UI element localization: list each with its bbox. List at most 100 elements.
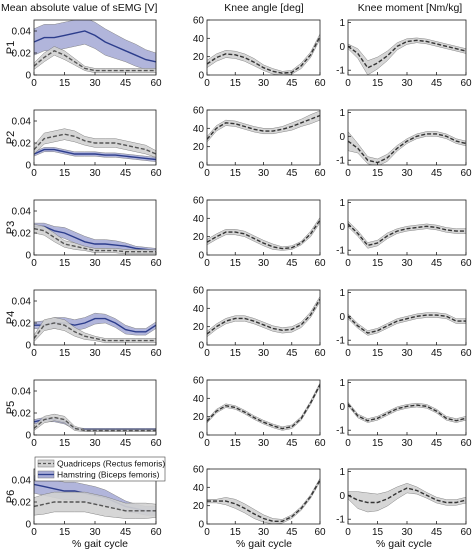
series-sd-band	[207, 216, 320, 251]
x-tick-label: 0	[204, 78, 210, 89]
x-tick-label: 60	[460, 527, 472, 538]
x-tick-label: 15	[59, 168, 71, 179]
y-tick-label: 60	[193, 465, 205, 476]
y-tick-label: 60	[193, 106, 205, 117]
y-tick-label: -1	[336, 515, 345, 526]
panel-semg-p1: 0 15 30 45 60 0 0.02 0.04 P1	[5, 19, 162, 89]
column-title-knee-angle: Knee angle [deg]	[224, 2, 303, 14]
x-tick-label: 30	[258, 348, 270, 359]
quadriceps-mean-line	[34, 501, 156, 512]
y-tick-label: 20	[193, 232, 205, 243]
y-tick-label: 0	[339, 402, 345, 413]
y-tick-label: 1	[339, 18, 345, 29]
x-tick-label: 15	[230, 438, 242, 449]
series-mean-line	[207, 298, 320, 335]
y-tick-label: 0	[339, 222, 345, 233]
x-tick-label: 45	[120, 78, 132, 89]
hamstring-mean-line	[34, 30, 156, 63]
xlabel-semg: % gait cycle	[72, 538, 128, 550]
x-tick-label: 0	[345, 527, 351, 538]
y-tick-label: 40	[193, 214, 205, 225]
x-tick-label: 15	[230, 168, 242, 179]
x-tick-label: 60	[460, 348, 472, 359]
quadriceps-mean-line	[34, 416, 156, 432]
y-tick-label: -1	[336, 156, 345, 167]
hamstring-mean-line	[34, 148, 156, 161]
x-tick-label: 60	[150, 527, 162, 538]
panel-knee-moment-p5: 0 15 30 45 60-101	[336, 378, 472, 449]
y-tick-label: 0	[198, 71, 204, 82]
x-tick-label: 60	[314, 348, 326, 359]
panel-plot-area	[34, 413, 156, 432]
y-tick-label: 0	[25, 341, 31, 352]
y-tick-label: 0.02	[12, 49, 32, 60]
panel-semg-p6: 0 15 30 45 60 0 0.02 0.04 P6 Quadriceps (Rectus f…	[5, 456, 166, 538]
x-tick-label: 60	[460, 168, 472, 179]
series-sd-band	[207, 382, 320, 431]
x-tick-label: 30	[89, 168, 101, 179]
quadriceps-sd-band	[34, 491, 156, 519]
x-tick-label: 15	[372, 78, 384, 89]
hamstring-sd-band	[34, 20, 156, 71]
column-title-knee-moment: Knee moment [Nm/kg]	[358, 2, 463, 14]
legend: Quadriceps (Rectus femoris)Hamstring (Bi…	[34, 456, 166, 482]
axes-frame	[206, 199, 321, 256]
x-tick-label: 30	[258, 258, 270, 269]
legend-box	[34, 456, 166, 482]
x-tick-label: 15	[230, 258, 242, 269]
x-tick-label: 15	[230, 78, 242, 89]
x-tick-label: 0	[31, 168, 37, 179]
panel-plot-area	[348, 312, 466, 336]
series-mean-line	[207, 384, 320, 430]
quadriceps-sd-band	[34, 413, 156, 432]
x-tick-label: 30	[89, 438, 101, 449]
x-tick-label: 45	[120, 348, 132, 359]
x-tick-label: 0	[345, 168, 351, 179]
x-tick-label: 45	[286, 438, 298, 449]
series-sd-band	[207, 295, 320, 338]
series-sd-band	[207, 110, 320, 143]
panel-knee-angle-p1: 0 15 30 45 60 0 20 40 60	[193, 16, 326, 90]
series-mean-line	[348, 39, 466, 69]
x-tick-label: 30	[89, 527, 101, 538]
x-tick-label: 15	[372, 438, 384, 449]
x-tick-label: 0	[345, 78, 351, 89]
panel-semg-p5: 0 15 30 45 60 0 0.02 0.04 P5	[5, 379, 162, 449]
y-tick-label: 0	[198, 161, 204, 172]
panel-plot-area	[207, 477, 320, 524]
y-tick-label: 0.02	[12, 229, 32, 240]
participant-label: P2	[5, 131, 17, 144]
x-tick-label: 45	[286, 258, 298, 269]
panel-plot-area	[34, 312, 156, 344]
y-tick-label: 0	[198, 251, 204, 262]
y-tick-label: 0.04	[12, 297, 32, 308]
x-tick-label: 30	[89, 78, 101, 89]
y-tick-label: 0.04	[12, 207, 32, 218]
panel-knee-moment-p3: 0 15 30 45 60-101	[336, 198, 472, 269]
quadriceps-sd-band	[34, 46, 156, 74]
y-tick-label: 1	[339, 198, 345, 209]
series-mean-line	[348, 133, 466, 164]
x-tick-label: 60	[460, 78, 472, 89]
hamstring-sd-band	[34, 222, 156, 254]
y-tick-label: 1	[339, 288, 345, 299]
y-tick-label: 40	[193, 34, 205, 45]
panel-plot-area	[207, 382, 320, 431]
x-tick-label: 45	[286, 168, 298, 179]
x-tick-label: 45	[431, 438, 443, 449]
series-mean-line	[348, 487, 466, 504]
quadriceps-mean-line	[34, 133, 156, 155]
x-tick-label: 45	[286, 527, 298, 538]
panel-plot-area	[207, 216, 320, 251]
hamstring-mean-line	[34, 225, 156, 252]
axes-frame	[33, 379, 157, 436]
y-tick-label: 0	[198, 341, 204, 352]
x-tick-label: 0	[31, 258, 37, 269]
y-tick-label: 60	[193, 376, 205, 387]
x-tick-label: 15	[372, 258, 384, 269]
x-tick-label: 60	[314, 438, 326, 449]
participant-label: P5	[5, 401, 17, 414]
y-tick-label: 0	[25, 431, 31, 442]
x-tick-label: 60	[314, 168, 326, 179]
x-tick-label: 15	[372, 527, 384, 538]
